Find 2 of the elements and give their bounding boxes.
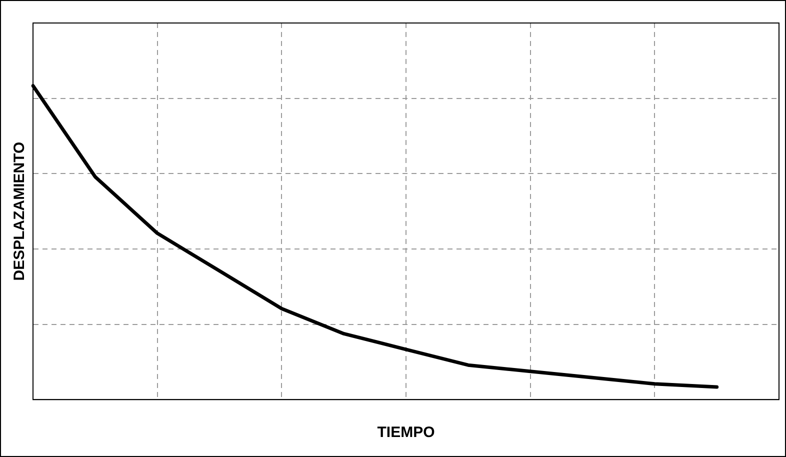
x-axis-title: TIEMPO: [377, 424, 436, 442]
y-axis-title: DESPLAZAMIENTO: [11, 142, 28, 281]
